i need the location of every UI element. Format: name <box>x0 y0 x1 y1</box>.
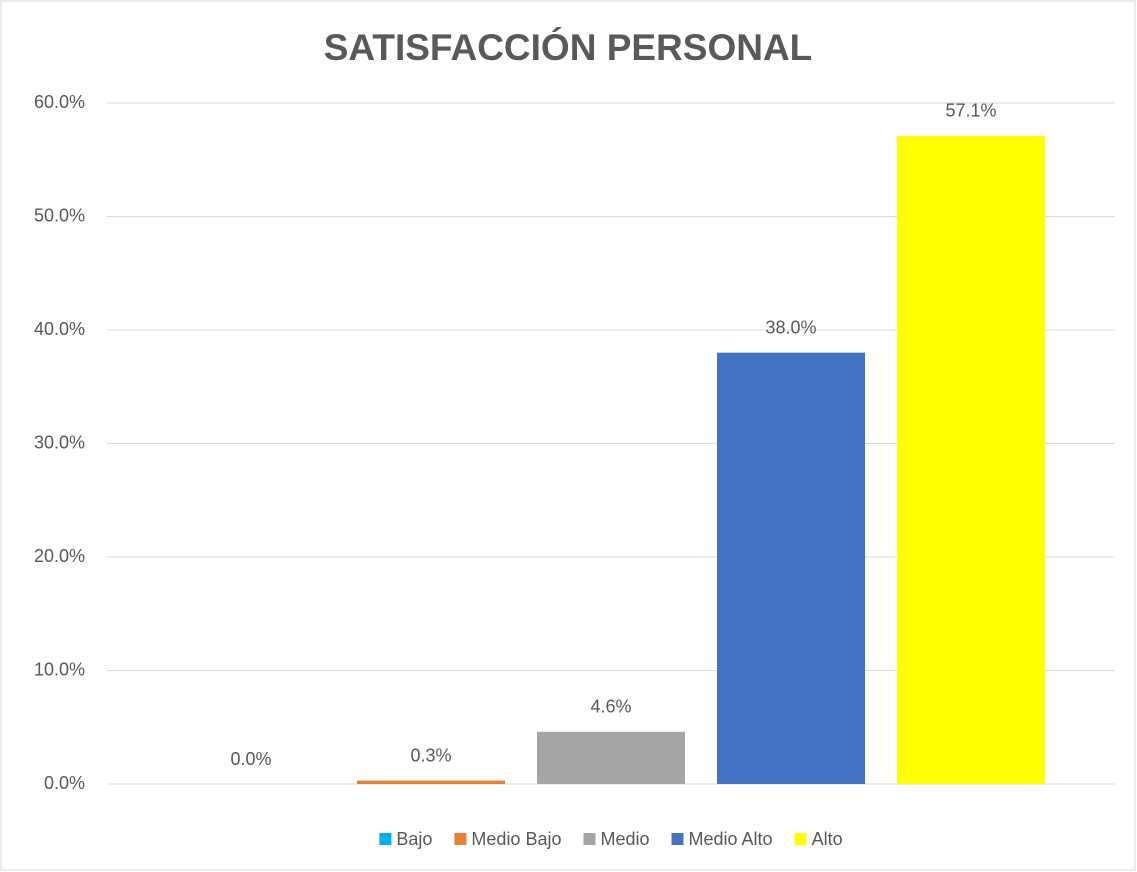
legend-label: Bajo <box>396 829 432 849</box>
y-tick-label: 20.0% <box>34 546 85 566</box>
y-tick-label: 0.0% <box>44 773 85 793</box>
legend-item: Bajo <box>379 829 432 849</box>
legend-swatch <box>454 833 467 845</box>
legend-label: Alto <box>812 829 843 849</box>
y-tick-label: 10.0% <box>34 659 85 679</box>
data-label: 4.6% <box>590 697 631 717</box>
bar <box>537 731 685 784</box>
legend-swatch <box>671 833 684 845</box>
legend-swatch <box>379 833 392 845</box>
data-label: 0.3% <box>410 745 451 765</box>
y-tick-label: 50.0% <box>34 205 85 225</box>
legend-label: Medio <box>600 829 649 849</box>
legend-item: Medio <box>583 829 650 849</box>
y-tick-label: 30.0% <box>34 432 85 452</box>
y-tick-label: 40.0% <box>34 319 85 339</box>
y-tick-label: 60.0% <box>34 92 85 112</box>
legend-item: Medio Bajo <box>454 829 561 849</box>
legend-swatch <box>583 833 596 845</box>
data-label: 38.0% <box>765 317 816 337</box>
bar <box>717 352 865 784</box>
chart-title: SATISFACCIÓN PERSONAL <box>324 26 813 68</box>
legend-item: Medio Alto <box>671 829 773 849</box>
legend-label: Medio Bajo <box>471 829 561 849</box>
legend-label: Medio Alto <box>689 829 773 849</box>
data-label: 0.0% <box>230 749 271 769</box>
legend-swatch <box>794 833 807 845</box>
bar <box>897 135 1045 785</box>
bar <box>357 780 505 784</box>
legend-item: Alto <box>794 829 843 849</box>
data-label: 57.1% <box>945 101 996 121</box>
